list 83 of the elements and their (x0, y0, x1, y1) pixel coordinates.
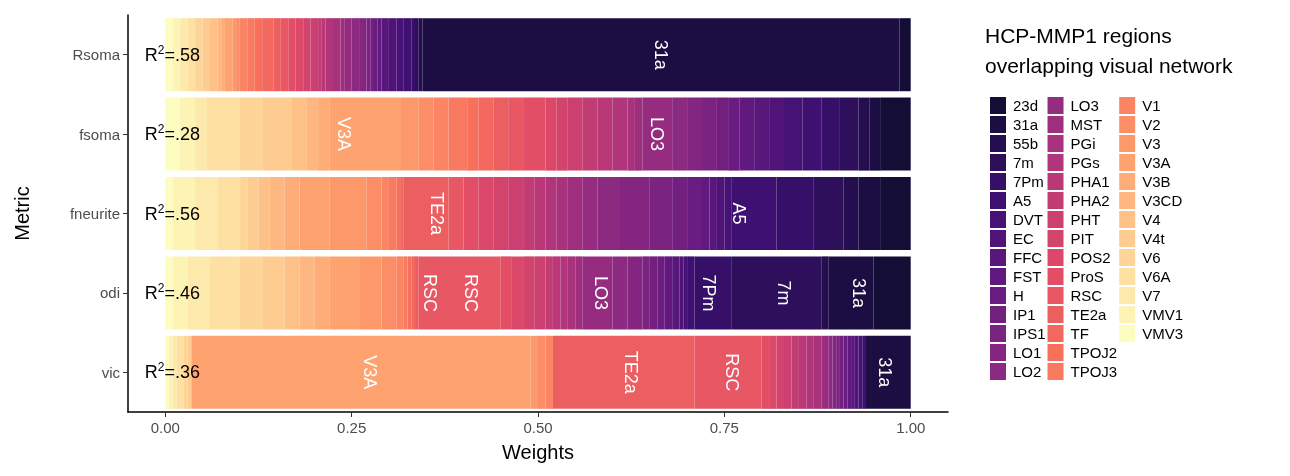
legend-label: PIT (1070, 230, 1094, 247)
legend-label: 31a (1013, 116, 1039, 133)
annotation: RSC (460, 273, 481, 312)
legend-label: V4t (1142, 230, 1166, 247)
legend-label: DVT (1013, 211, 1043, 228)
annotation: RSC (419, 273, 440, 312)
bar (224, 18, 233, 92)
legend-label: PGi (1070, 135, 1096, 152)
legend-label: ProS (1070, 268, 1104, 285)
y-tick-label: vic (101, 363, 121, 381)
x-axis-title: Weights (502, 441, 574, 463)
legend-label: 55b (1013, 135, 1039, 152)
y-tick-label: fneurite (69, 205, 120, 222)
annotation: 31a (848, 277, 869, 309)
legend-label: 7m (1013, 154, 1034, 171)
legend-label: V6 (1142, 249, 1161, 266)
legend-label: A5 (1013, 192, 1032, 209)
annotation: LO3 (647, 117, 668, 152)
legend-label: PHT (1070, 211, 1101, 228)
legend-label: IPS1 (1013, 325, 1046, 342)
annotation: 31a (651, 39, 671, 71)
legend-label: 23d (1013, 97, 1039, 114)
legend-label: LO3 (1070, 97, 1099, 114)
legend-label: V7 (1142, 287, 1161, 304)
legend-label: IP1 (1013, 306, 1036, 323)
bar (847, 335, 852, 409)
legend-title: HCP-MMP1 regions overlapping visual network (985, 23, 1233, 77)
legend-label: V3B (1142, 173, 1171, 190)
bar (374, 18, 378, 92)
annotation: 7m (774, 280, 794, 306)
legend-label: V3CD (1142, 192, 1183, 209)
x-tick-label: 1.00 (896, 419, 926, 436)
legend-label: H (1013, 287, 1024, 304)
legend-label: V1 (1142, 97, 1161, 114)
annotation: TE2a (427, 191, 448, 236)
annotation: 7Pm (699, 274, 720, 312)
legend-label: VMV1 (1142, 306, 1184, 323)
bar (370, 18, 374, 92)
legend-label: V3A (1142, 154, 1171, 171)
legend-label: 7Pm (1013, 173, 1044, 190)
legend-label: TPOJ3 (1070, 363, 1118, 380)
legend-label: FFC (1013, 249, 1043, 266)
legend-label: TF (1070, 325, 1089, 342)
legend-label: PHA2 (1070, 192, 1110, 209)
x-tick-label: 0.25 (337, 419, 367, 436)
legend-label: V3 (1142, 135, 1161, 152)
bar (832, 335, 837, 409)
legend-label: LO2 (1013, 363, 1042, 380)
y-tick-label: fsoma (79, 125, 121, 143)
bar (854, 335, 859, 409)
legend-label: POS2 (1070, 249, 1111, 266)
bar (862, 335, 866, 409)
annotation: RSC (721, 353, 742, 392)
y-tick-label: odi (99, 284, 120, 302)
annotation: A5 (729, 202, 750, 225)
legend-label: TE2a (1070, 306, 1108, 323)
legend-label: RSC (1070, 287, 1103, 304)
annotation: V3A (360, 355, 381, 390)
legend-label: TPOJ2 (1070, 344, 1118, 361)
legend-label: EC (1013, 230, 1034, 247)
legend-label: PGs (1070, 154, 1100, 171)
annotation: TE2a (621, 350, 642, 395)
x-tick-label: 0.00 (150, 419, 180, 436)
legend-label: V2 (1142, 116, 1161, 133)
x-tick-label: 0.50 (523, 419, 553, 436)
legend-label: MST (1070, 116, 1103, 133)
legend-label: VMV3 (1142, 325, 1184, 342)
legend-label: LO1 (1013, 344, 1042, 361)
bar (415, 18, 419, 92)
y-axis-title: Metric (11, 186, 33, 241)
bar (866, 335, 911, 409)
bar (825, 335, 829, 409)
legend-label: V4 (1142, 211, 1161, 228)
legend-label: PHA1 (1070, 173, 1110, 190)
bar (411, 256, 415, 330)
y-tick-label: Rsoma (72, 46, 121, 64)
annotation: 31a (874, 357, 895, 389)
legend-label: V6A (1142, 268, 1171, 285)
legend-label: FST (1013, 268, 1042, 285)
annotation: V3A (334, 117, 355, 152)
annotation: LO3 (591, 275, 612, 310)
x-tick-label: 0.75 (709, 419, 739, 436)
bar (839, 335, 844, 409)
